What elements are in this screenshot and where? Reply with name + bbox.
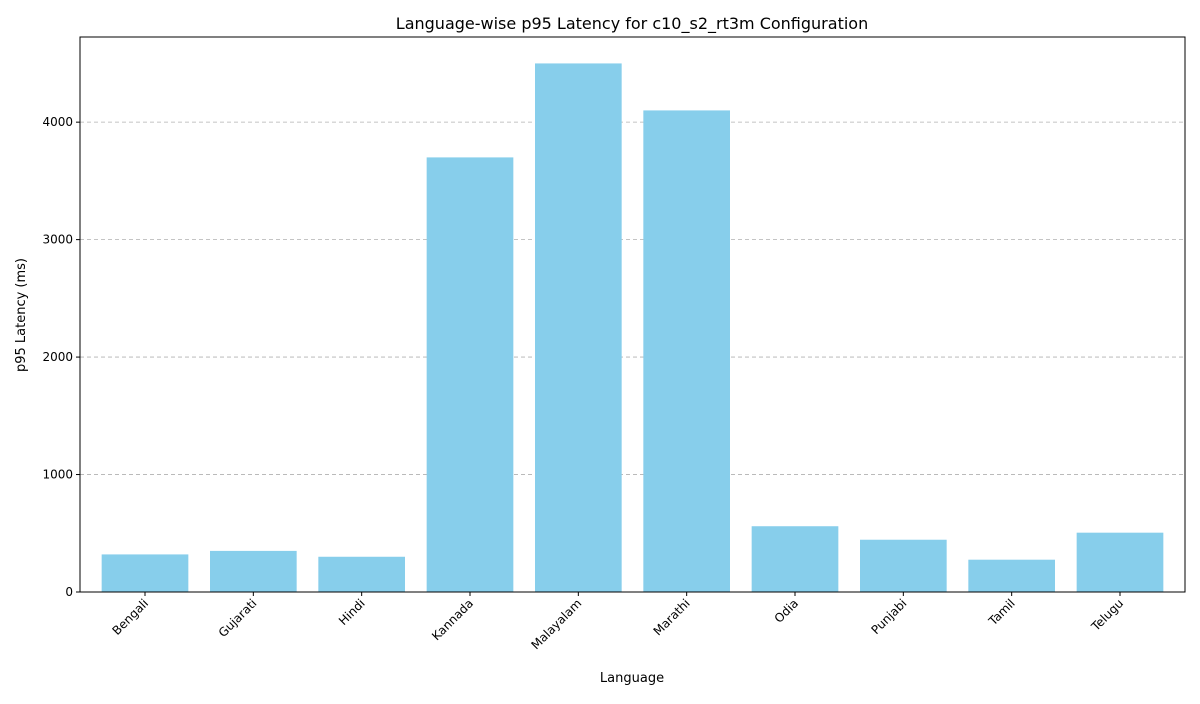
x-tick-label-marathi: Marathi [651,596,693,638]
axes [79,36,1186,593]
bar-punjabi [860,539,947,592]
x-tick-label-odia: Odia [772,596,802,626]
x-axis-ticks: Bengali Gujarati Hindi Kannada Malayalam Mara… [110,592,1126,652]
bar-gujarati [210,550,297,592]
y-tick-label-2: 2000 [42,350,73,364]
x-tick-label-gujarati: Gujarati [216,596,260,640]
x-tick-label-kannada: Kannada [429,596,476,643]
bar-telugu [1076,532,1164,592]
bars [101,63,1164,593]
bar-hindi [318,556,405,592]
x-tick-label-tamil: Tamil [985,596,1018,629]
x-tick-label-punjabi: Punjabi [869,596,910,637]
y-tick-label-4: 4000 [42,115,73,129]
x-tick-label-hindi: Hindi [336,596,368,628]
x-tick-label-malayalam: Malayalam [528,596,584,652]
chart-title: Language-wise p95 Latency for c10_s2_rt3… [396,14,868,34]
y-tick-label-3: 3000 [42,233,73,247]
x-tick-label-bengali: Bengali [110,596,152,638]
bar-malayalam [535,63,622,592]
bar-kannada [426,157,514,592]
y-axis-ticks: 0 1000 2000 3000 4000 [42,115,80,599]
y-tick-label-0: 0 [65,585,73,599]
bar-bengali [101,554,189,592]
x-tick-label-telugu: Telugu [1088,596,1126,634]
bar-tamil [968,559,1055,592]
plot-frame [79,36,1186,593]
bar-marathi [643,110,730,593]
grid-lines [80,121,1185,475]
y-axis-title: p95 Latency (ms) [14,258,29,372]
bar-odia [751,526,839,592]
y-tick-label-1: 1000 [42,468,73,482]
x-axis-title: Language [600,671,664,686]
